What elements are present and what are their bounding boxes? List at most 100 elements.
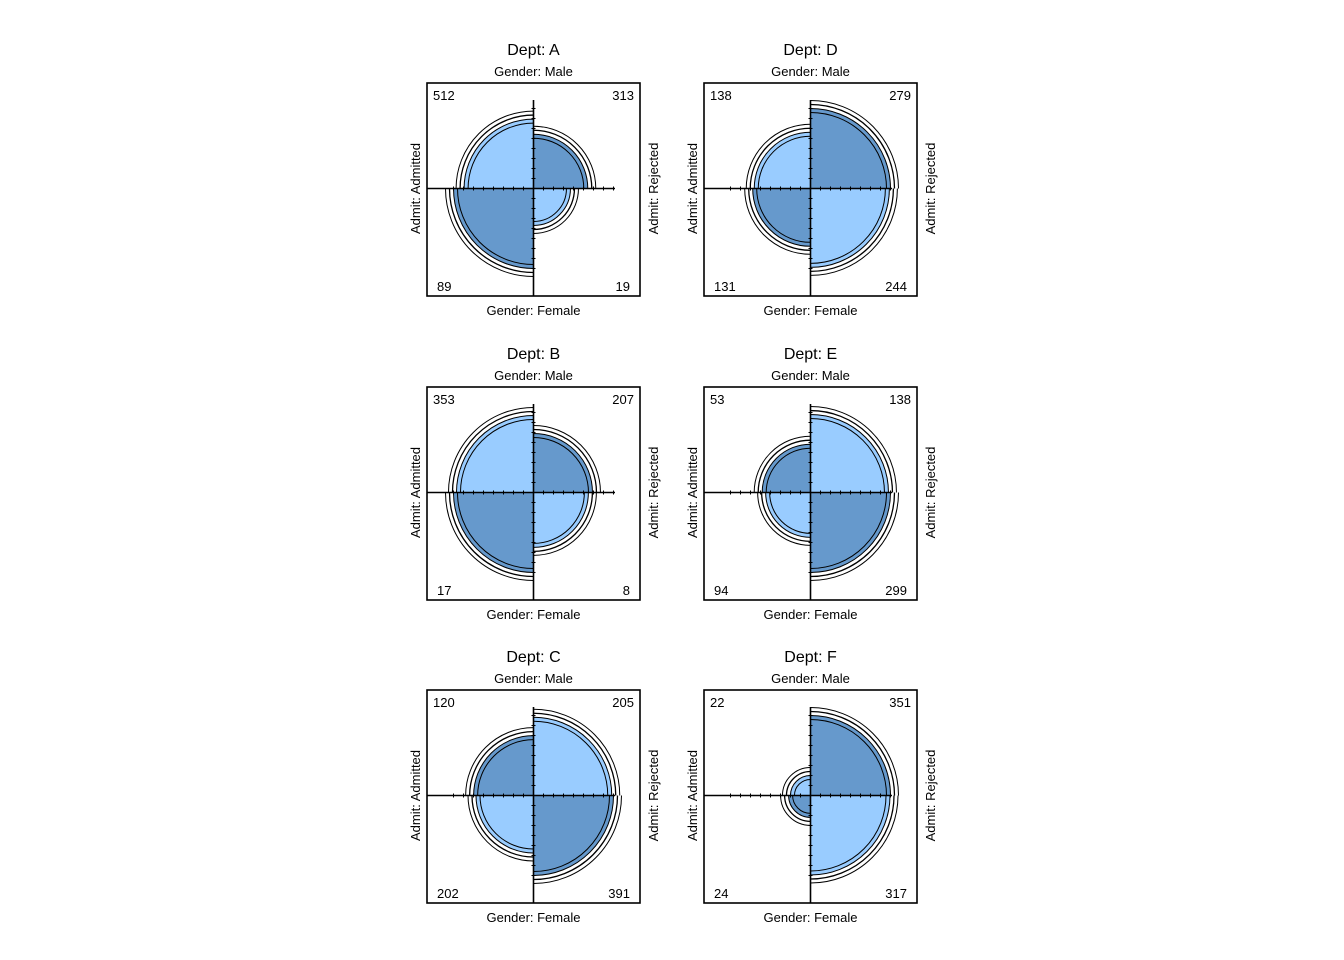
- confidence-ring: [810, 707, 899, 796]
- top-label: Gender: Male: [771, 671, 850, 686]
- confidence-ring: [810, 112, 887, 189]
- cell-count-top-left: 120: [433, 695, 455, 710]
- quadrant-top-left: [463, 118, 534, 189]
- confidence-ring: [760, 492, 811, 543]
- quadrant-bottom-left: [475, 795, 534, 854]
- confidence-ring: [533, 125, 597, 189]
- panel-title: Dept: E: [784, 346, 837, 363]
- confidence-ring: [533, 795, 622, 884]
- confidence-ring: [810, 492, 899, 581]
- confidence-ring: [447, 406, 534, 493]
- bottom-label: Gender: Female: [487, 910, 581, 925]
- cell-count-bottom-right: 8: [623, 583, 630, 598]
- right-label: Admit: Rejected: [923, 750, 938, 842]
- bottom-label: Gender: Female: [764, 910, 858, 925]
- top-label: Gender: Male: [494, 64, 573, 79]
- bottom-label: Gender: Female: [764, 303, 858, 318]
- confidence-ring: [533, 425, 601, 493]
- panel-title: Dept: B: [507, 346, 560, 363]
- quadrant-bottom-right: [533, 492, 589, 548]
- quadrant-top-right: [533, 433, 593, 493]
- confidence-ring: [467, 795, 534, 862]
- cell-count-bottom-right: 299: [885, 583, 907, 598]
- bottom-label: Gender: Female: [487, 303, 581, 318]
- cell-count-top-left: 138: [710, 88, 732, 103]
- confidence-ring: [533, 188, 576, 231]
- left-label: Admit: Admitted: [408, 447, 423, 538]
- confidence-ring: [792, 795, 811, 814]
- panel-title: Dept: F: [784, 649, 837, 666]
- quadrant-top-right: [810, 414, 889, 493]
- confidence-ring: [455, 110, 534, 189]
- confidence-ring: [448, 492, 534, 578]
- confidence-ring: [533, 492, 594, 553]
- cell-count-bottom-left: 202: [437, 886, 459, 901]
- confidence-ring: [457, 188, 534, 265]
- confidence-ring: [810, 188, 886, 264]
- confidence-ring: [780, 795, 811, 826]
- confidence-ring: [810, 795, 895, 880]
- top-label: Gender: Male: [771, 368, 850, 383]
- confidence-ring: [448, 188, 534, 274]
- confidence-ring: [533, 720, 609, 796]
- confidence-ring: [533, 428, 598, 493]
- top-label: Gender: Male: [494, 671, 573, 686]
- cell-count-bottom-left: 94: [714, 583, 728, 598]
- confidence-ring: [465, 727, 534, 796]
- confidence-ring: [765, 447, 811, 493]
- confidence-ring: [459, 418, 534, 493]
- confidence-ring: [810, 492, 887, 569]
- confidence-ring: [810, 795, 899, 884]
- confidence-ring: [459, 114, 534, 189]
- cell-count-top-right: 313: [612, 88, 634, 103]
- confidence-ring: [810, 188, 898, 276]
- quadrant-bottom-right: [810, 795, 891, 876]
- cell-count-top-right: 138: [889, 392, 911, 407]
- confidence-ring: [533, 795, 610, 872]
- confidence-ring: [810, 719, 887, 796]
- confidence-ring: [471, 795, 534, 858]
- cell-count-bottom-right: 317: [885, 886, 907, 901]
- confidence-ring: [533, 708, 621, 796]
- bottom-label: Gender: Female: [764, 607, 858, 622]
- left-label: Admit: Admitted: [685, 750, 700, 841]
- confidence-ring: [533, 492, 585, 544]
- confidence-ring: [810, 409, 894, 493]
- right-label: Admit: Rejected: [646, 447, 661, 539]
- cell-count-top-right: 279: [889, 88, 911, 103]
- quadrant-top-left: [761, 443, 811, 493]
- fourfold-panel-dept-c: Dept: C Gender: Male Gender: Female Admit: …: [408, 649, 661, 925]
- left-label: Admit: Admitted: [408, 750, 423, 841]
- cell-count-bottom-left: 17: [437, 583, 451, 598]
- confidence-ring: [533, 437, 589, 493]
- cell-count-bottom-left: 89: [437, 279, 451, 294]
- confidence-ring: [467, 122, 534, 189]
- bottom-label: Gender: Female: [487, 607, 581, 622]
- quadrant-bottom-right: [533, 795, 615, 877]
- panel-title: Dept: C: [506, 649, 560, 666]
- right-label: Admit: Rejected: [923, 447, 938, 539]
- quadrant-top-right: [810, 107, 892, 189]
- confidence-ring: [744, 188, 811, 255]
- confidence-ring: [479, 795, 534, 850]
- right-label: Admit: Rejected: [923, 143, 938, 235]
- confidence-ring: [793, 778, 811, 796]
- confidence-ring: [533, 795, 619, 881]
- cell-count-top-left: 512: [433, 88, 455, 103]
- quadrant-top-right: [533, 716, 613, 796]
- quadrant-bottom-left: [452, 188, 534, 270]
- confidence-ring: [810, 492, 896, 578]
- quadrant-top-left: [455, 414, 534, 493]
- cell-count-top-left: 22: [710, 695, 724, 710]
- right-label: Admit: Rejected: [646, 143, 661, 235]
- top-label: Gender: Male: [771, 64, 850, 79]
- confidence-ring: [745, 123, 811, 189]
- confidence-ring: [445, 188, 534, 277]
- confidence-ring: [533, 188, 567, 222]
- confidence-ring: [533, 188, 579, 234]
- cell-count-top-right: 351: [889, 695, 911, 710]
- fourfold-panel-dept-f: Dept: F Gender: Male Gender: Female Admit: …: [685, 649, 938, 925]
- cell-count-top-left: 353: [433, 392, 455, 407]
- quadrant-top-right: [533, 133, 589, 189]
- quadrant-bottom-left: [452, 492, 534, 574]
